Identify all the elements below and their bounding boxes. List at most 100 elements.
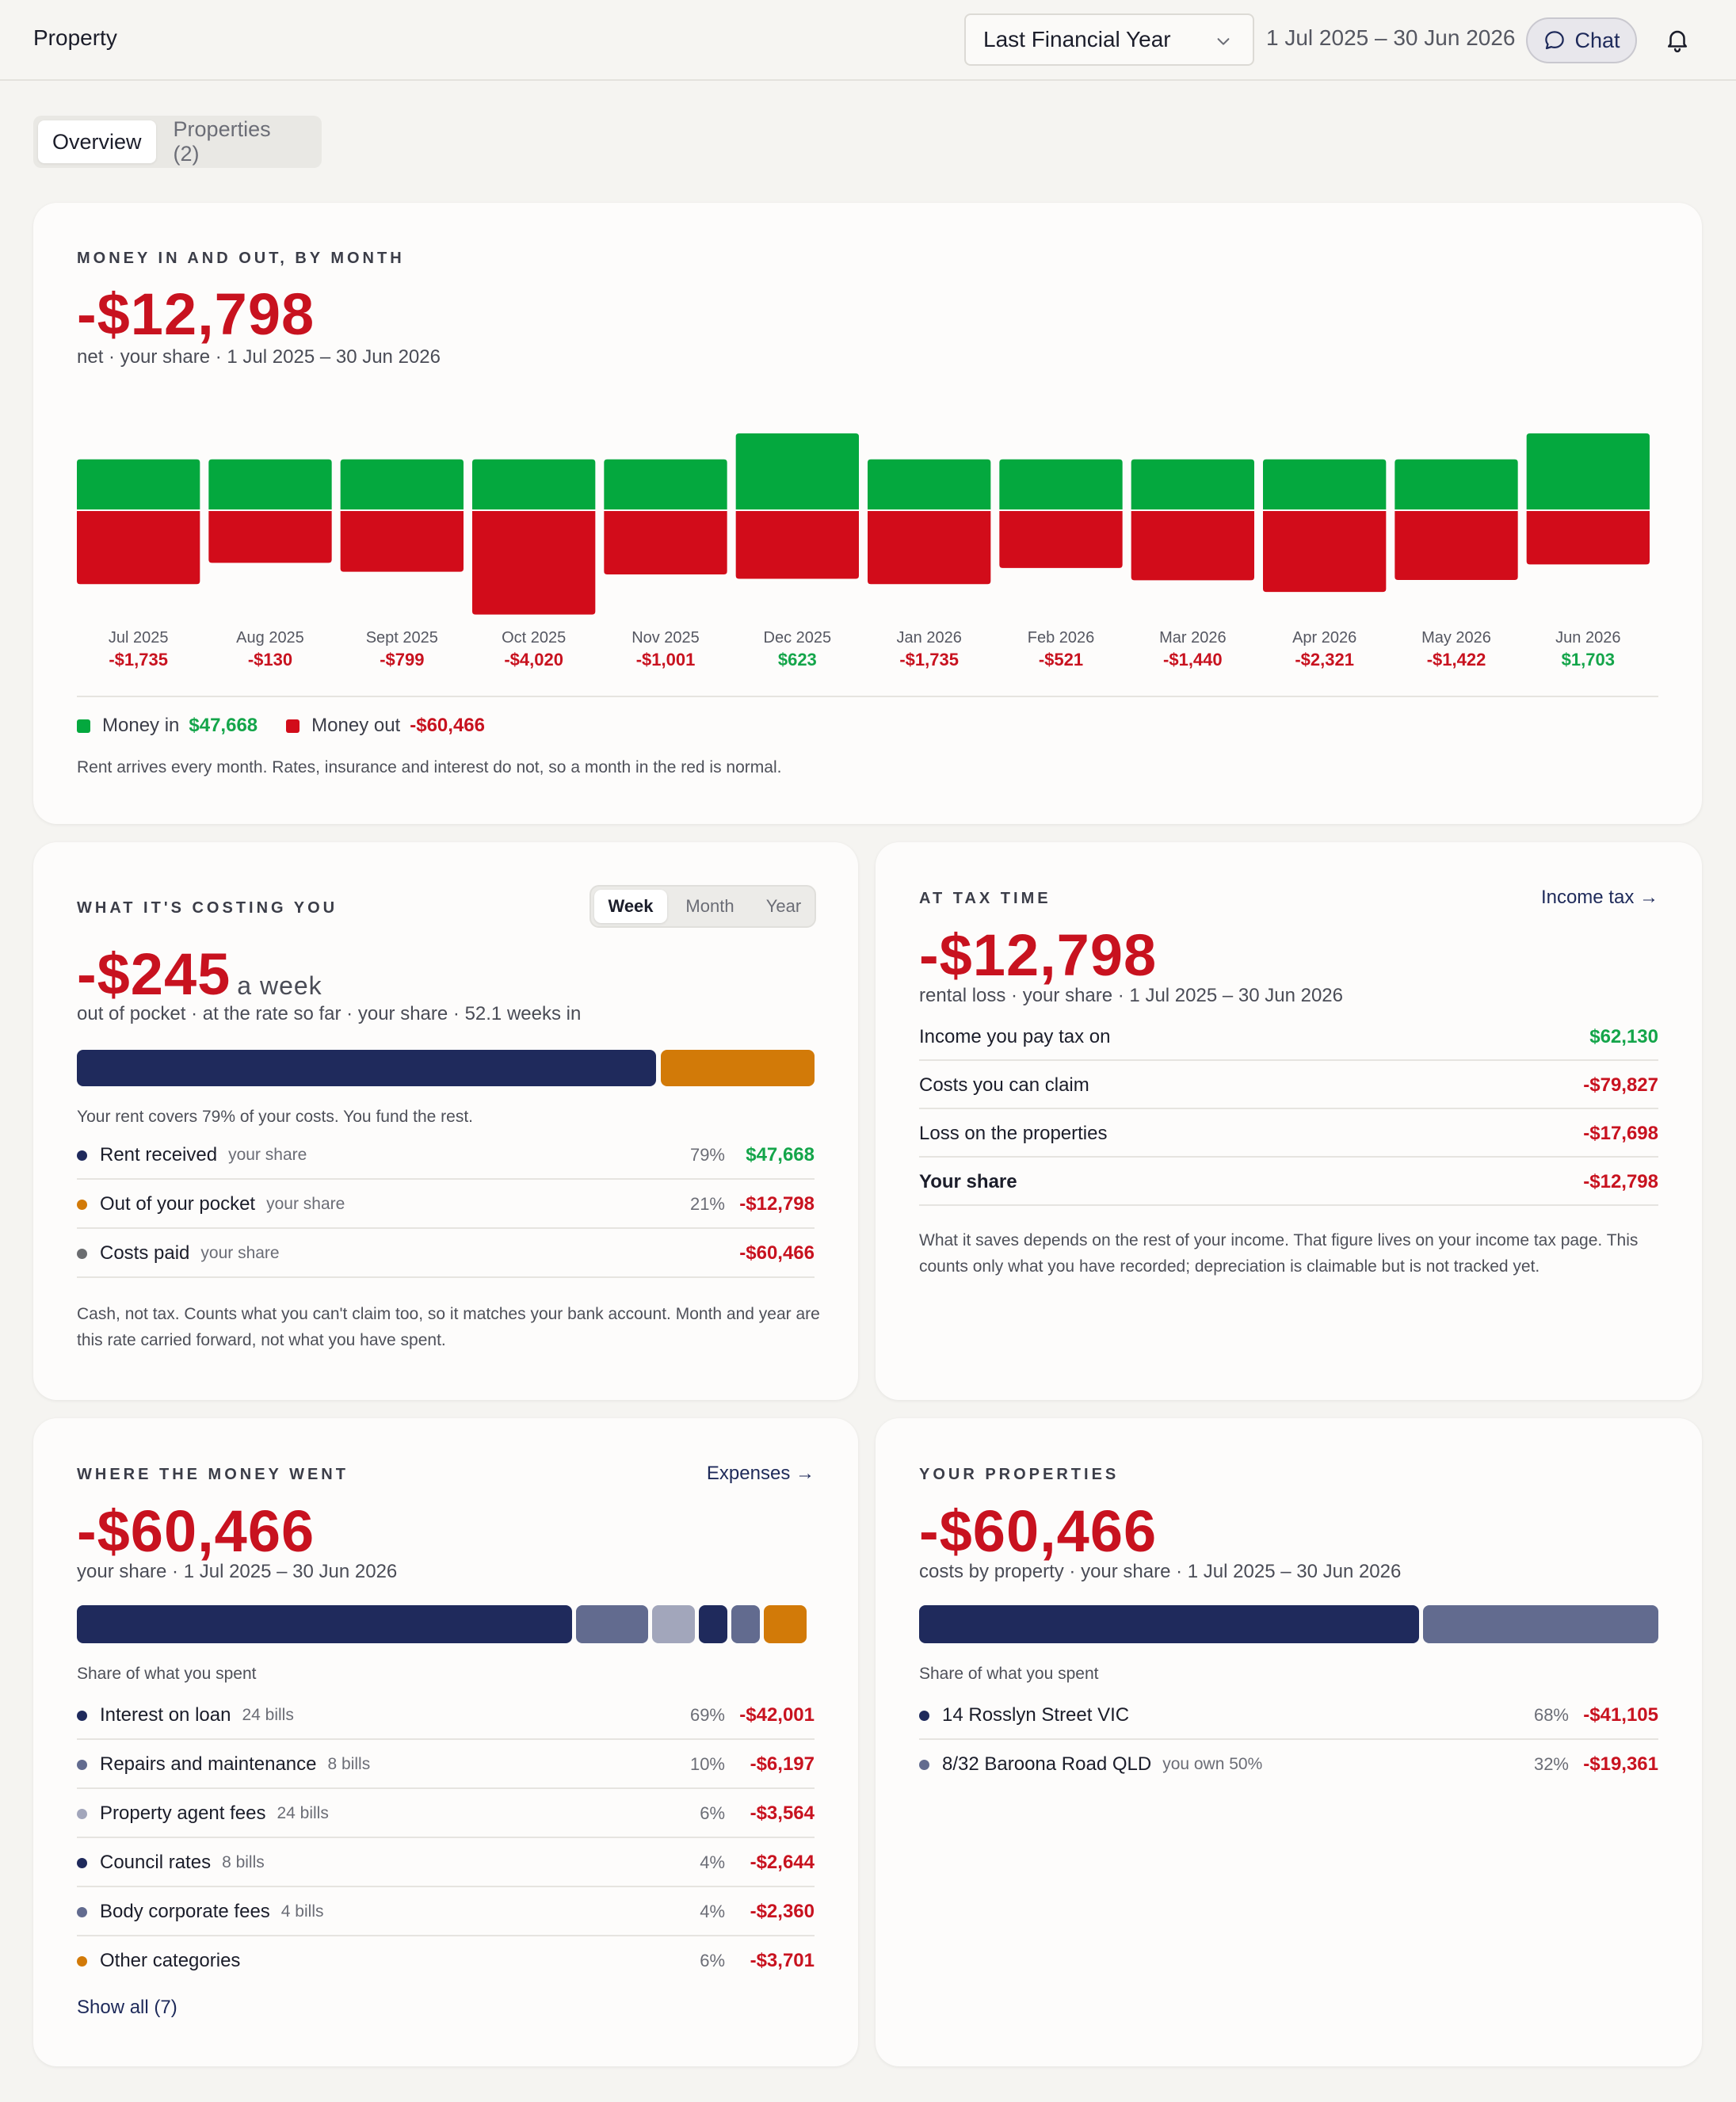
row-amount: $62,130 (1589, 1026, 1658, 1047)
tax-row: Your share -$12,798 (919, 1158, 1658, 1207)
share-bar-segment (77, 1605, 572, 1643)
row-percent: 6% (700, 1951, 725, 1970)
tax-card-amount: -$12,798 (919, 922, 1158, 988)
money-in-bar[interactable] (1131, 459, 1254, 509)
row-divider (77, 1935, 815, 1936)
tab-properties[interactable]: Properties (2) (173, 117, 271, 166)
period-select-value: Last Financial Year (983, 27, 1171, 52)
row-label: Other categories (100, 1950, 241, 1971)
money-out-bar[interactable] (1131, 511, 1254, 581)
money-out-bar[interactable] (1395, 511, 1518, 581)
row-divider (77, 1738, 815, 1740)
row-divider (77, 1886, 815, 1887)
money-out-bar[interactable] (472, 511, 596, 615)
top-bar: Property Last Financial Year 1 Jul 2025 … (0, 0, 1736, 81)
row-label: Income you pay tax on (919, 1026, 1111, 1047)
tax-card-note: What it saves depends on the rest of you… (919, 1231, 1639, 1276)
money-out-bar[interactable] (1526, 511, 1650, 565)
costing-amount-suffix: a week (237, 971, 322, 1000)
month-net-label: -$1,735 (899, 650, 959, 670)
month-tick-label: Jun 2026 (1555, 629, 1620, 647)
month-net-label: -$1,735 (109, 650, 168, 670)
row-meta: your share (266, 1195, 345, 1213)
month-tick-label: May 2026 (1421, 629, 1491, 647)
money-in-bar[interactable] (340, 459, 464, 509)
date-range: 1 Jul 2025 – 30 Jun 2026 (1266, 25, 1516, 50)
money-out-bar[interactable] (1263, 511, 1387, 593)
row-percent: 4% (700, 1902, 725, 1921)
row-label: Council rates (100, 1852, 212, 1873)
money-in-bar[interactable] (735, 433, 859, 509)
money-out-bar[interactable] (999, 511, 1123, 568)
money-in-bar[interactable] (208, 459, 332, 509)
costing-card-note: Cash, not tax. Counts what you can't cla… (77, 1305, 820, 1349)
expense-row: Other categories 6% -$3,701 (77, 1936, 815, 1986)
row-amount: -$3,701 (750, 1950, 815, 1971)
legend-in-value: $47,668 (189, 715, 258, 736)
costing-row: Out of your pocket your share 21% -$12,798 (77, 1180, 815, 1229)
share-bar-segment (731, 1605, 760, 1643)
chat-bubble-icon (1545, 31, 1565, 50)
tax-row: Costs you can claim -$79,827 (919, 1061, 1658, 1110)
money-in-out-chart: Jul 2025 -$1,735 Aug 2025 -$130 Sept 2025 -$7… (77, 433, 1650, 670)
row-amount: -$2,360 (750, 1901, 815, 1922)
money-card-net-amount: -$12,798 (77, 281, 315, 347)
tax-row: Income you pay tax on $62,130 (919, 1013, 1658, 1062)
toggle-year[interactable]: Year (765, 896, 802, 916)
share-bar-segment (77, 1050, 656, 1086)
row-amount: -$12,798 (739, 1193, 815, 1215)
tax-card-subtitle: rental loss · your share · 1 Jul 2025 – … (919, 985, 1343, 1006)
row-label: Out of your pocket (100, 1193, 256, 1215)
costing-card-amount: -$245 a week (77, 940, 322, 1008)
legend-in-swatch (77, 719, 90, 733)
row-meta: 8 bills (222, 1853, 265, 1871)
tax-card: AT TAX TIME Income tax → -$12,798 rental… (876, 842, 1702, 1400)
row-percent: 32% (1533, 1754, 1569, 1774)
app-title: Property (33, 25, 117, 50)
money-in-bar[interactable] (999, 459, 1123, 509)
money-in-bar[interactable] (472, 459, 596, 509)
row-divider (77, 1787, 815, 1789)
share-bar-segment (576, 1605, 648, 1643)
money-out-bar[interactable] (340, 511, 464, 572)
month-tick-label: Dec 2025 (764, 629, 832, 647)
chat-button[interactable]: Chat (1526, 17, 1637, 63)
money-in-bar[interactable] (1526, 433, 1650, 509)
money-in-bar[interactable] (1395, 459, 1518, 509)
row-label: Interest on loan (100, 1704, 231, 1726)
money-out-bar[interactable] (735, 511, 859, 579)
row-meta: 24 bills (277, 1804, 329, 1822)
month-net-label: $623 (778, 650, 817, 670)
money-in-bar[interactable] (1263, 459, 1387, 509)
row-divider (919, 1156, 1658, 1158)
money-in-bar[interactable] (868, 459, 991, 509)
month-tick-label: Nov 2025 (631, 629, 700, 647)
income-tax-link[interactable]: Income tax → (1540, 887, 1658, 908)
property-row: 8/32 Baroona Road QLD you own 50% 32% -$19,… (919, 1740, 1658, 1789)
row-label: Your share (919, 1171, 1017, 1192)
money-out-bar[interactable] (208, 511, 332, 563)
period-select[interactable]: Last Financial Year (964, 13, 1254, 66)
row-dot-icon (77, 1808, 87, 1819)
show-all-link[interactable]: Show all (7) (77, 1997, 177, 2018)
money-out-bar[interactable] (868, 511, 991, 585)
row-meta: 4 bills (280, 1902, 324, 1921)
row-divider (77, 1276, 815, 1278)
tab-overview[interactable]: Overview (38, 120, 156, 163)
money-out-bar[interactable] (604, 511, 727, 574)
toggle-week[interactable]: Week (594, 890, 667, 923)
expense-row: Property agent fees 24 bills 6% -$3,564 (77, 1789, 815, 1838)
bell-icon[interactable] (1664, 25, 1691, 54)
costing-card-subtitle: out of pocket · at the rate so far · you… (77, 1003, 582, 1024)
row-percent: 10% (689, 1754, 725, 1774)
money-in-bar[interactable] (77, 459, 200, 509)
money-in-bar[interactable] (604, 459, 727, 509)
toggle-month[interactable]: Month (685, 896, 734, 916)
share-bar-segment (652, 1605, 695, 1643)
expenses-link[interactable]: Expenses → (706, 1463, 815, 1484)
row-meta: your share (200, 1244, 280, 1262)
row-label: Rent received (100, 1144, 218, 1165)
money-out-bar[interactable] (77, 511, 200, 585)
month-tick-label: Jan 2026 (897, 629, 962, 647)
properties-card-amount: -$60,466 (919, 1498, 1158, 1564)
